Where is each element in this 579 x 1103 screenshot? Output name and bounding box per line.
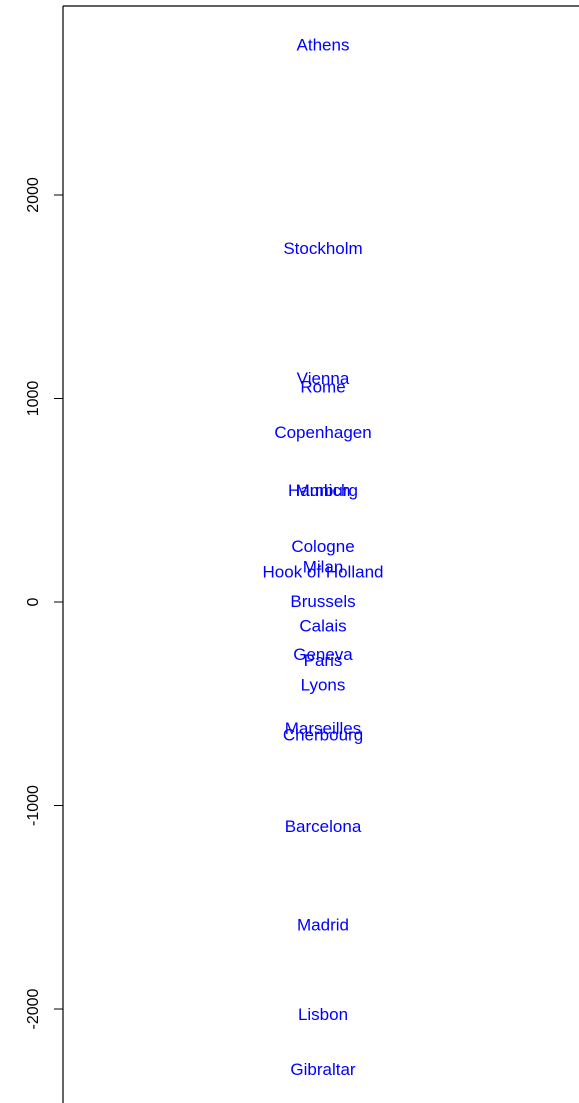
plot-frame bbox=[62, 5, 579, 1103]
city-label-point: Munich bbox=[296, 481, 351, 500]
city-label-point: Rome bbox=[300, 377, 345, 396]
city-label-point: Paris bbox=[304, 651, 343, 670]
city-label-point: Brussels bbox=[290, 592, 355, 611]
y-tick-label: 0 bbox=[25, 597, 42, 606]
city-label-point: Hook of Holland bbox=[263, 562, 384, 581]
city-label-point: Barcelona bbox=[285, 817, 362, 836]
city-label-point: Geneva bbox=[293, 645, 353, 664]
city-label-point: Madrid bbox=[297, 916, 349, 935]
y-axis: -2000 -1000 0 1000 2000 bbox=[25, 177, 63, 1029]
city-label-point: Milan bbox=[303, 557, 344, 576]
city-label-point: Stockholm bbox=[283, 239, 362, 258]
city-label-point: Lisbon bbox=[298, 1005, 348, 1024]
city-label-point: Hamburg bbox=[288, 481, 358, 500]
city-label-point: Cologne bbox=[291, 537, 354, 556]
city-label-point: Gibraltar bbox=[290, 1060, 356, 1079]
city-label-point: Cherbourg bbox=[283, 725, 363, 744]
city-label-point: Copenhagen bbox=[274, 423, 371, 442]
city-label-point: Lyons bbox=[301, 675, 346, 694]
y-tick-label: -2000 bbox=[25, 988, 42, 1029]
y-tick-label: -1000 bbox=[25, 785, 42, 826]
city-label-point: Vienna bbox=[297, 369, 350, 388]
city-label-point: Marseilles bbox=[285, 719, 362, 738]
city-label-point: Calais bbox=[299, 616, 346, 635]
y-tick-label: 2000 bbox=[25, 177, 42, 213]
y-tick-label: 1000 bbox=[25, 381, 42, 417]
city-label-point: Athens bbox=[297, 35, 350, 54]
